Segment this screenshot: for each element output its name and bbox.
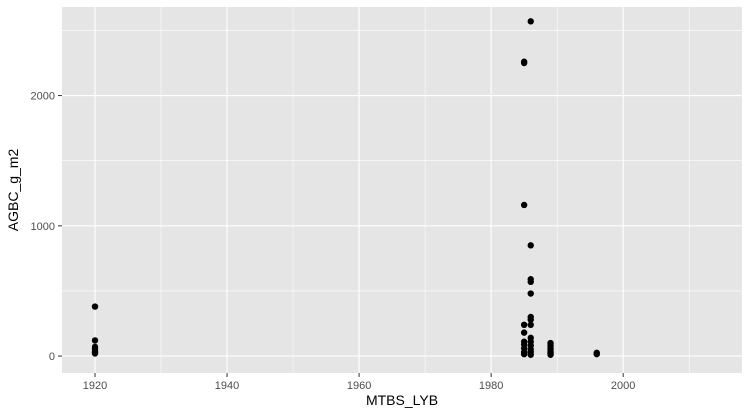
x-tick-label: 1940 <box>215 380 239 392</box>
y-tick-label: 0 <box>49 351 55 363</box>
data-point <box>527 321 534 329</box>
x-axis-title: MTBS_LYB <box>366 392 438 408</box>
x-tick-label: 1920 <box>83 380 107 392</box>
data-points <box>91 18 600 358</box>
plot-panel <box>62 7 742 373</box>
data-point <box>520 201 528 209</box>
x-tick-label: 2000 <box>611 380 635 392</box>
data-point <box>527 18 534 25</box>
data-point <box>547 351 554 358</box>
data-point <box>527 316 534 323</box>
data-point <box>520 321 528 329</box>
y-tick-label: 1000 <box>31 221 55 233</box>
y-tick-label: 2000 <box>31 91 55 103</box>
minor-gridlines <box>62 7 742 373</box>
data-point <box>91 350 99 357</box>
data-point <box>527 290 534 297</box>
data-point <box>527 278 534 286</box>
data-point <box>520 329 528 336</box>
x-tick-label: 1960 <box>347 380 371 392</box>
data-point <box>527 351 534 358</box>
y-axis-ticks: 0 1000 2000 <box>31 91 62 363</box>
data-point <box>91 303 99 310</box>
y-axis-title: AGBC_g_m2 <box>5 149 21 232</box>
data-point <box>593 350 600 358</box>
data-point <box>520 59 528 67</box>
data-point <box>527 242 534 249</box>
data-point <box>520 350 528 358</box>
major-gridlines <box>62 7 742 373</box>
x-axis-ticks: 1920 1940 1960 1980 2000 <box>83 373 635 392</box>
data-point <box>91 337 99 344</box>
x-tick-label: 1980 <box>479 380 503 392</box>
